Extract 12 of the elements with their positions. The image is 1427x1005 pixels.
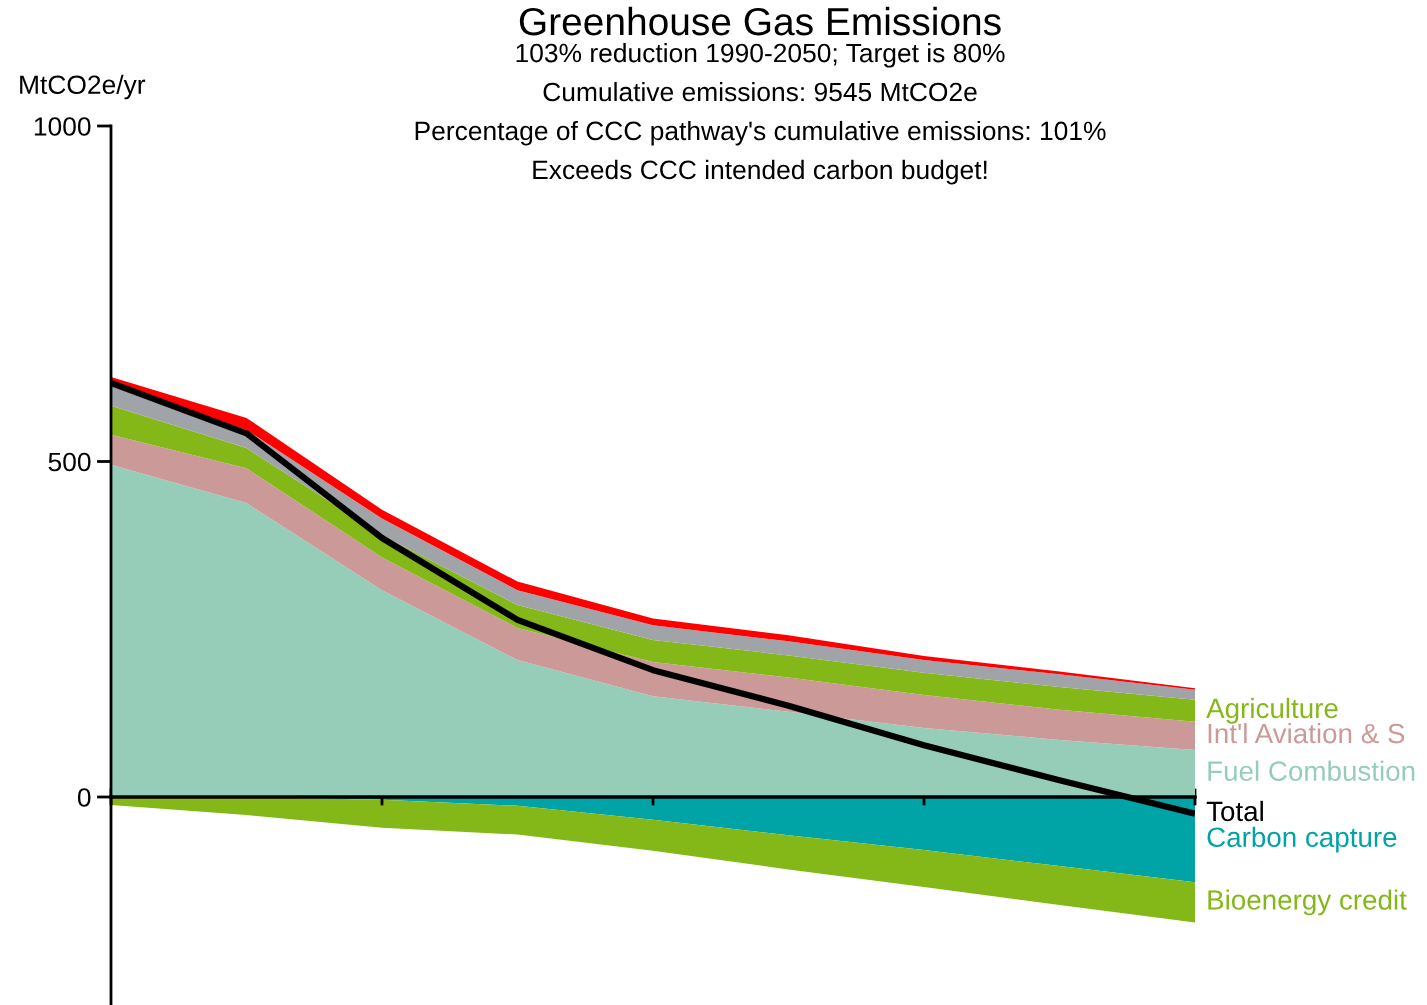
y-tick-label: 1000 xyxy=(34,117,91,136)
y-tick-label: 500 xyxy=(48,452,91,472)
series-label: Fuel Combustion xyxy=(1208,760,1415,781)
series-label: Carbon capture xyxy=(1207,826,1397,853)
series-label: Bioenergy credit xyxy=(1208,889,1407,916)
y-axis-title: MtCO2e/yr xyxy=(20,74,146,100)
legend-label: Total xyxy=(1206,800,1263,822)
chart-subtitle: 103% reduction 1990-2050; Target is 80% Cumulative emissions: 9545 MtCO2e Percentage of CCC pathway's cumulative emissions: 101% Exceeds CCC intended carbon budget! xyxy=(415,43,1106,185)
series-label: Int'l Aviation & S xyxy=(1208,722,1405,744)
series-label: Agriculture xyxy=(1206,697,1338,724)
y-tick-label: 0 xyxy=(77,788,91,807)
chart-title: Greenhouse Gas Emissions xyxy=(519,6,1001,36)
